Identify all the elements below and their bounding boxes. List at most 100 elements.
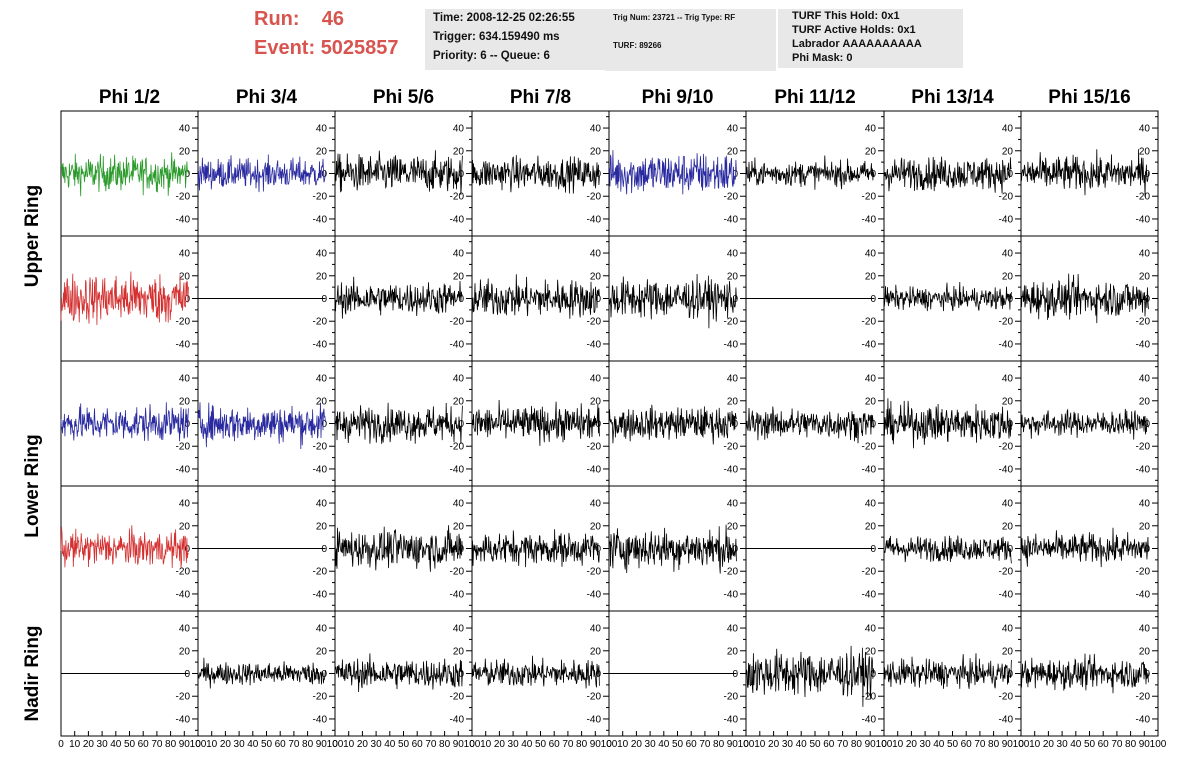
y-tick-label: 40 [179, 249, 191, 260]
y-tick-label: -40 [862, 464, 877, 475]
y-tick-label: -40 [587, 339, 602, 350]
y-tick-label: 40 [1002, 499, 1014, 510]
y-tick-label: -40 [724, 339, 739, 350]
waveform-trace-blue [197, 402, 326, 450]
trig-info-box: Trig Num: 23721 -- Trig Type: RF TURF: 8… [605, 9, 776, 71]
waveform-trace-black [471, 529, 600, 568]
y-tick-label: -20 [587, 442, 602, 453]
y-tick-label: -20 [862, 567, 877, 578]
ring-label-lower-ring: Lower Ring [22, 434, 43, 537]
waveform-trace-black [1020, 149, 1149, 197]
y-tick-label: 0 [321, 294, 327, 305]
y-tick-label: -20 [1136, 567, 1151, 578]
x-tick-label: 100 [190, 739, 207, 750]
y-tick-label: -40 [1136, 339, 1151, 350]
x-tick-label: 40 [1070, 739, 1082, 750]
y-tick-label: -40 [1136, 464, 1151, 475]
x-tick-label: 100 [738, 739, 755, 750]
y-tick-label: 0 [321, 419, 327, 430]
x-tick-label: 20 [494, 739, 506, 750]
y-tick-label: -20 [587, 317, 602, 328]
y-tick-label: 20 [179, 271, 191, 282]
waveform-trace-black [1020, 408, 1149, 440]
y-tick-label: 20 [316, 271, 328, 282]
y-tick-label: 40 [865, 249, 877, 260]
run-number: Run: 46 [254, 8, 399, 37]
y-tick-label: 20 [1002, 646, 1014, 657]
x-tick-label: 0 [743, 739, 749, 750]
y-tick-label: 20 [453, 146, 465, 157]
y-tick-label: 20 [590, 146, 602, 157]
x-tick-label: 70 [562, 739, 574, 750]
y-tick-label: 40 [453, 249, 465, 260]
y-tick-label: 20 [179, 646, 191, 657]
y-tick-label: 20 [727, 396, 739, 407]
y-tick-label: 20 [865, 396, 877, 407]
y-tick-label: -40 [450, 339, 465, 350]
y-tick-label: -40 [1136, 714, 1151, 725]
y-tick-label: 20 [865, 646, 877, 657]
x-tick-label: 0 [332, 739, 338, 750]
x-tick-label: 70 [837, 739, 849, 750]
x-tick-label: 20 [631, 739, 643, 750]
y-tick-label: 0 [870, 544, 876, 555]
y-tick-label: 0 [321, 169, 327, 180]
y-tick-label: -20 [176, 692, 191, 703]
trig-num-text: Trig Num: 23721 -- Trig Type: RF [613, 13, 736, 22]
y-tick-label: -40 [313, 464, 328, 475]
event-number: Event: 5025857 [254, 37, 399, 66]
x-tick-label: 70 [699, 739, 711, 750]
x-tick-label: 50 [124, 739, 136, 750]
y-tick-label: 20 [1139, 146, 1151, 157]
x-tick-label: 80 [165, 739, 177, 750]
y-tick-label: -20 [999, 692, 1014, 703]
x-tick-label: 30 [645, 739, 657, 750]
y-tick-label: 20 [453, 271, 465, 282]
y-tick-label: -40 [450, 589, 465, 600]
x-tick-label: 60 [823, 739, 835, 750]
priority-text: Priority: 6 -- Queue: 6 [433, 50, 550, 62]
x-tick-label: 30 [1057, 739, 1069, 750]
waveform-trace-black [883, 653, 1012, 689]
x-tick-label: 10 [617, 739, 629, 750]
x-tick-label: 90 [1002, 739, 1014, 750]
turf-active-holds-text: TURF Active Holds: 0x1 [792, 24, 916, 36]
x-tick-label: 60 [1098, 739, 1110, 750]
x-tick-label: 40 [796, 739, 808, 750]
y-tick-label: -40 [313, 714, 328, 725]
y-tick-label: 40 [1002, 249, 1014, 260]
y-tick-label: -40 [587, 714, 602, 725]
x-tick-label: 90 [865, 739, 877, 750]
y-tick-label: 20 [453, 396, 465, 407]
column-header-phi-7-8: Phi 7/8 [510, 87, 571, 108]
y-tick-label: 40 [1139, 499, 1151, 510]
x-tick-label: 60 [961, 739, 973, 750]
y-tick-label: -40 [313, 339, 328, 350]
x-tick-label: 50 [947, 739, 959, 750]
y-tick-label: 40 [865, 124, 877, 135]
y-tick-label: 20 [727, 271, 739, 282]
y-tick-label: -40 [313, 214, 328, 225]
y-tick-label: 0 [1007, 669, 1013, 680]
column-header-phi-13-14: Phi 13/14 [911, 87, 994, 108]
waveform-trace-red [60, 525, 189, 569]
y-tick-label: -40 [999, 214, 1014, 225]
x-tick-label: 100 [464, 739, 481, 750]
y-tick-label: -40 [587, 464, 602, 475]
waveform-trace-black [334, 276, 463, 319]
y-tick-label: 20 [865, 521, 877, 532]
y-tick-label: -20 [724, 192, 739, 203]
x-tick-label: 100 [1013, 739, 1030, 750]
y-tick-label: 40 [865, 374, 877, 385]
time-info-box: Time: 2008-12-25 02:26:55 Trigger: 634.1… [425, 9, 605, 70]
y-tick-label: -20 [450, 192, 465, 203]
y-tick-label: 40 [590, 124, 602, 135]
y-tick-label: -20 [587, 567, 602, 578]
y-tick-label: -40 [450, 464, 465, 475]
waveform-trace-blue [197, 154, 326, 193]
y-tick-label: 0 [184, 169, 190, 180]
waveform-trace-black [608, 404, 737, 445]
y-tick-label: -40 [450, 214, 465, 225]
column-header-phi-11-12: Phi 11/12 [774, 87, 855, 108]
x-tick-label: 20 [906, 739, 918, 750]
